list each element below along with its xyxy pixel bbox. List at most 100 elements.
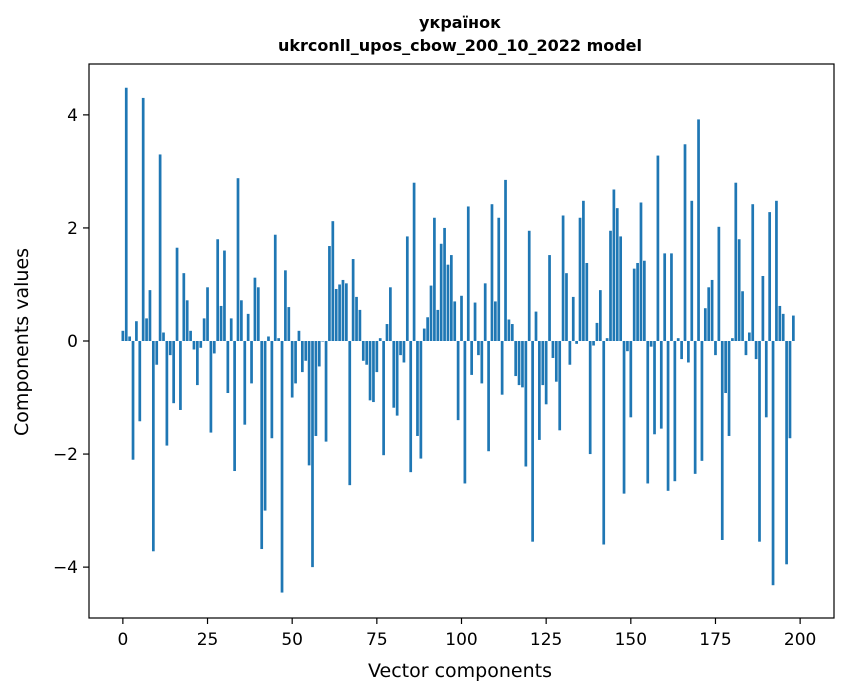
bar-159 (659, 341, 663, 429)
bar-81 (395, 341, 399, 416)
bar-129 (558, 341, 562, 431)
bar-192 (771, 341, 775, 586)
bar-74 (372, 341, 375, 403)
bar-86 (412, 182, 416, 341)
bar-195 (781, 313, 785, 341)
bar-48 (284, 270, 287, 341)
bar-144 (609, 230, 612, 341)
bar-51 (294, 341, 297, 384)
bar-93 (436, 309, 440, 341)
bar-39 (253, 277, 257, 341)
bar-11 (158, 154, 162, 341)
y-tick-label--2: −2 (53, 445, 78, 465)
bar-113 (504, 179, 507, 341)
bar-135 (578, 217, 582, 341)
bar-149 (626, 341, 629, 352)
bar-37 (246, 313, 250, 341)
bar-157 (653, 341, 656, 435)
bar-126 (548, 255, 551, 341)
bar-130 (561, 215, 565, 341)
bar-172 (703, 308, 707, 341)
bar-176 (717, 226, 721, 341)
bar-97 (449, 255, 453, 341)
bar-193 (775, 200, 778, 341)
bar-173 (707, 287, 711, 341)
bar-31 (226, 341, 230, 394)
bar-122 (534, 311, 538, 341)
bar-29 (219, 305, 223, 341)
bar-108 (487, 341, 490, 452)
bar-190 (764, 341, 768, 418)
bar-47 (280, 341, 284, 593)
bar-132 (568, 341, 572, 365)
bar-98 (453, 301, 457, 341)
bar-120 (527, 230, 531, 341)
plot-frame (88, 63, 835, 619)
bar-134 (575, 341, 578, 344)
y-axis-label: Components values (11, 248, 33, 436)
x-tick-label-75: 75 (366, 630, 388, 650)
bar-8 (148, 290, 152, 341)
bar-106 (480, 341, 484, 384)
bar-170 (697, 119, 700, 342)
bar-162 (670, 253, 673, 341)
bar-56 (311, 341, 314, 568)
bar-17 (179, 341, 182, 410)
bar-117 (517, 341, 521, 386)
bar-180 (731, 338, 734, 341)
bar-90 (426, 317, 429, 341)
x-tick-label-200: 200 (784, 630, 816, 650)
bar-46 (277, 338, 280, 341)
bar-27 (212, 341, 216, 354)
bar-107 (483, 283, 487, 341)
bar-41 (260, 341, 264, 550)
bar-141 (598, 290, 602, 341)
bar-84 (405, 236, 409, 341)
bar-92 (433, 217, 436, 341)
bar-152 (636, 262, 639, 341)
bar-156 (649, 341, 653, 347)
bar-123 (538, 341, 541, 440)
bar-95 (443, 227, 446, 341)
bar-4 (135, 321, 138, 341)
bar-65 (341, 279, 345, 341)
bar-165 (680, 341, 683, 360)
bar-112 (500, 341, 504, 395)
bar-57 (314, 341, 318, 436)
bar-114 (507, 319, 511, 341)
bar-83 (402, 341, 406, 363)
bar-177 (720, 341, 724, 540)
bar-185 (747, 332, 751, 341)
y-tick-label-0: 0 (67, 332, 78, 352)
bar-116 (514, 341, 518, 377)
bar-164 (676, 338, 680, 341)
bar-33 (233, 341, 236, 472)
bar-58 (317, 341, 321, 367)
bar-125 (544, 341, 548, 405)
bar-26 (209, 341, 213, 433)
bar-169 (693, 341, 697, 474)
bar-178 (724, 341, 727, 394)
x-tick-label-0: 0 (117, 630, 128, 650)
x-tick-label-25: 25 (197, 630, 219, 650)
bar-6 (141, 97, 145, 341)
bar-197 (788, 341, 792, 439)
bar-16 (175, 247, 179, 341)
bar-168 (690, 200, 694, 341)
bar-38 (250, 341, 253, 384)
bar-187 (754, 341, 758, 360)
bar-1 (124, 87, 128, 342)
bars-group (121, 87, 795, 593)
bar-42 (263, 341, 267, 511)
bar-66 (345, 283, 348, 341)
bar-68 (351, 259, 355, 341)
bar-133 (571, 296, 575, 341)
bar-89 (422, 328, 426, 341)
bar-153 (639, 202, 643, 341)
bar-23 (199, 341, 203, 348)
bar-115 (510, 324, 514, 341)
bar-183 (741, 291, 744, 341)
bar-155 (646, 341, 650, 484)
